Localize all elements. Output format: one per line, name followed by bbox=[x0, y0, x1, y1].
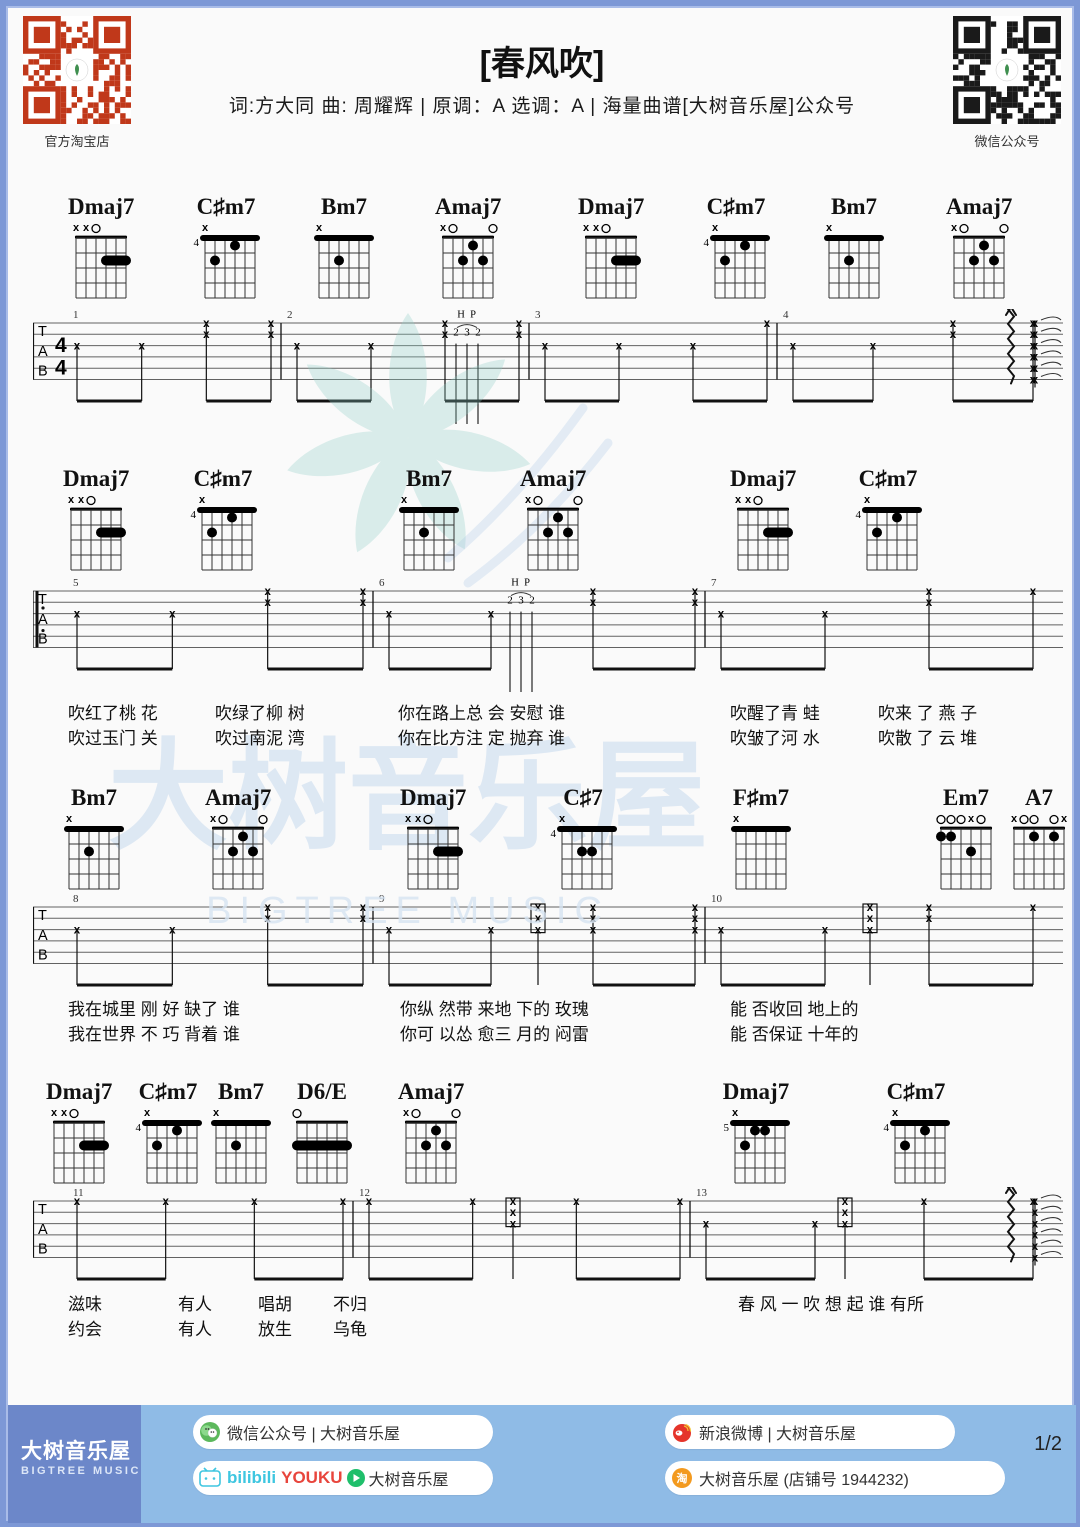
svg-text:4: 4 bbox=[856, 509, 862, 521]
svg-text:4: 4 bbox=[194, 237, 200, 249]
svg-text:x: x bbox=[66, 813, 73, 825]
svg-text:x: x bbox=[316, 222, 323, 234]
svg-text:x: x bbox=[78, 494, 85, 506]
svg-text:x: x bbox=[745, 494, 752, 506]
svg-text:x: x bbox=[440, 222, 447, 234]
svg-text:x: x bbox=[73, 222, 80, 234]
svg-text:x: x bbox=[1011, 813, 1018, 825]
svg-text:x: x bbox=[864, 494, 871, 506]
svg-text:x: x bbox=[593, 222, 600, 234]
svg-text:淘: 淘 bbox=[677, 1471, 688, 1485]
svg-text:x: x bbox=[401, 494, 408, 506]
svg-text:x: x bbox=[733, 813, 740, 825]
svg-text:x: x bbox=[712, 222, 719, 234]
svg-text:x: x bbox=[951, 222, 958, 234]
svg-text:x: x bbox=[213, 1107, 220, 1119]
svg-text:x: x bbox=[732, 1107, 739, 1119]
svg-text:x: x bbox=[405, 813, 412, 825]
svg-text:x: x bbox=[51, 1107, 58, 1119]
svg-text:5: 5 bbox=[724, 1122, 730, 1134]
svg-text:x: x bbox=[415, 813, 422, 825]
svg-text:x: x bbox=[826, 222, 833, 234]
svg-text:x: x bbox=[61, 1107, 68, 1119]
svg-text:4: 4 bbox=[136, 1122, 142, 1134]
svg-text:4: 4 bbox=[704, 237, 710, 249]
svg-text:x: x bbox=[735, 494, 742, 506]
svg-text:x: x bbox=[202, 222, 209, 234]
svg-text:x: x bbox=[583, 222, 590, 234]
svg-text:x: x bbox=[403, 1107, 410, 1119]
svg-text:x: x bbox=[525, 494, 532, 506]
svg-text:x: x bbox=[68, 494, 75, 506]
svg-text:x: x bbox=[968, 813, 975, 825]
svg-text:4: 4 bbox=[191, 509, 197, 521]
svg-text:x: x bbox=[210, 813, 217, 825]
svg-text:x: x bbox=[892, 1107, 899, 1119]
svg-text:4: 4 bbox=[884, 1122, 890, 1134]
svg-text:x: x bbox=[559, 813, 566, 825]
svg-text:x: x bbox=[144, 1107, 151, 1119]
svg-text:x: x bbox=[83, 222, 90, 234]
svg-text:4: 4 bbox=[551, 828, 557, 840]
svg-text:x: x bbox=[1061, 813, 1068, 825]
svg-text:x: x bbox=[199, 494, 206, 506]
